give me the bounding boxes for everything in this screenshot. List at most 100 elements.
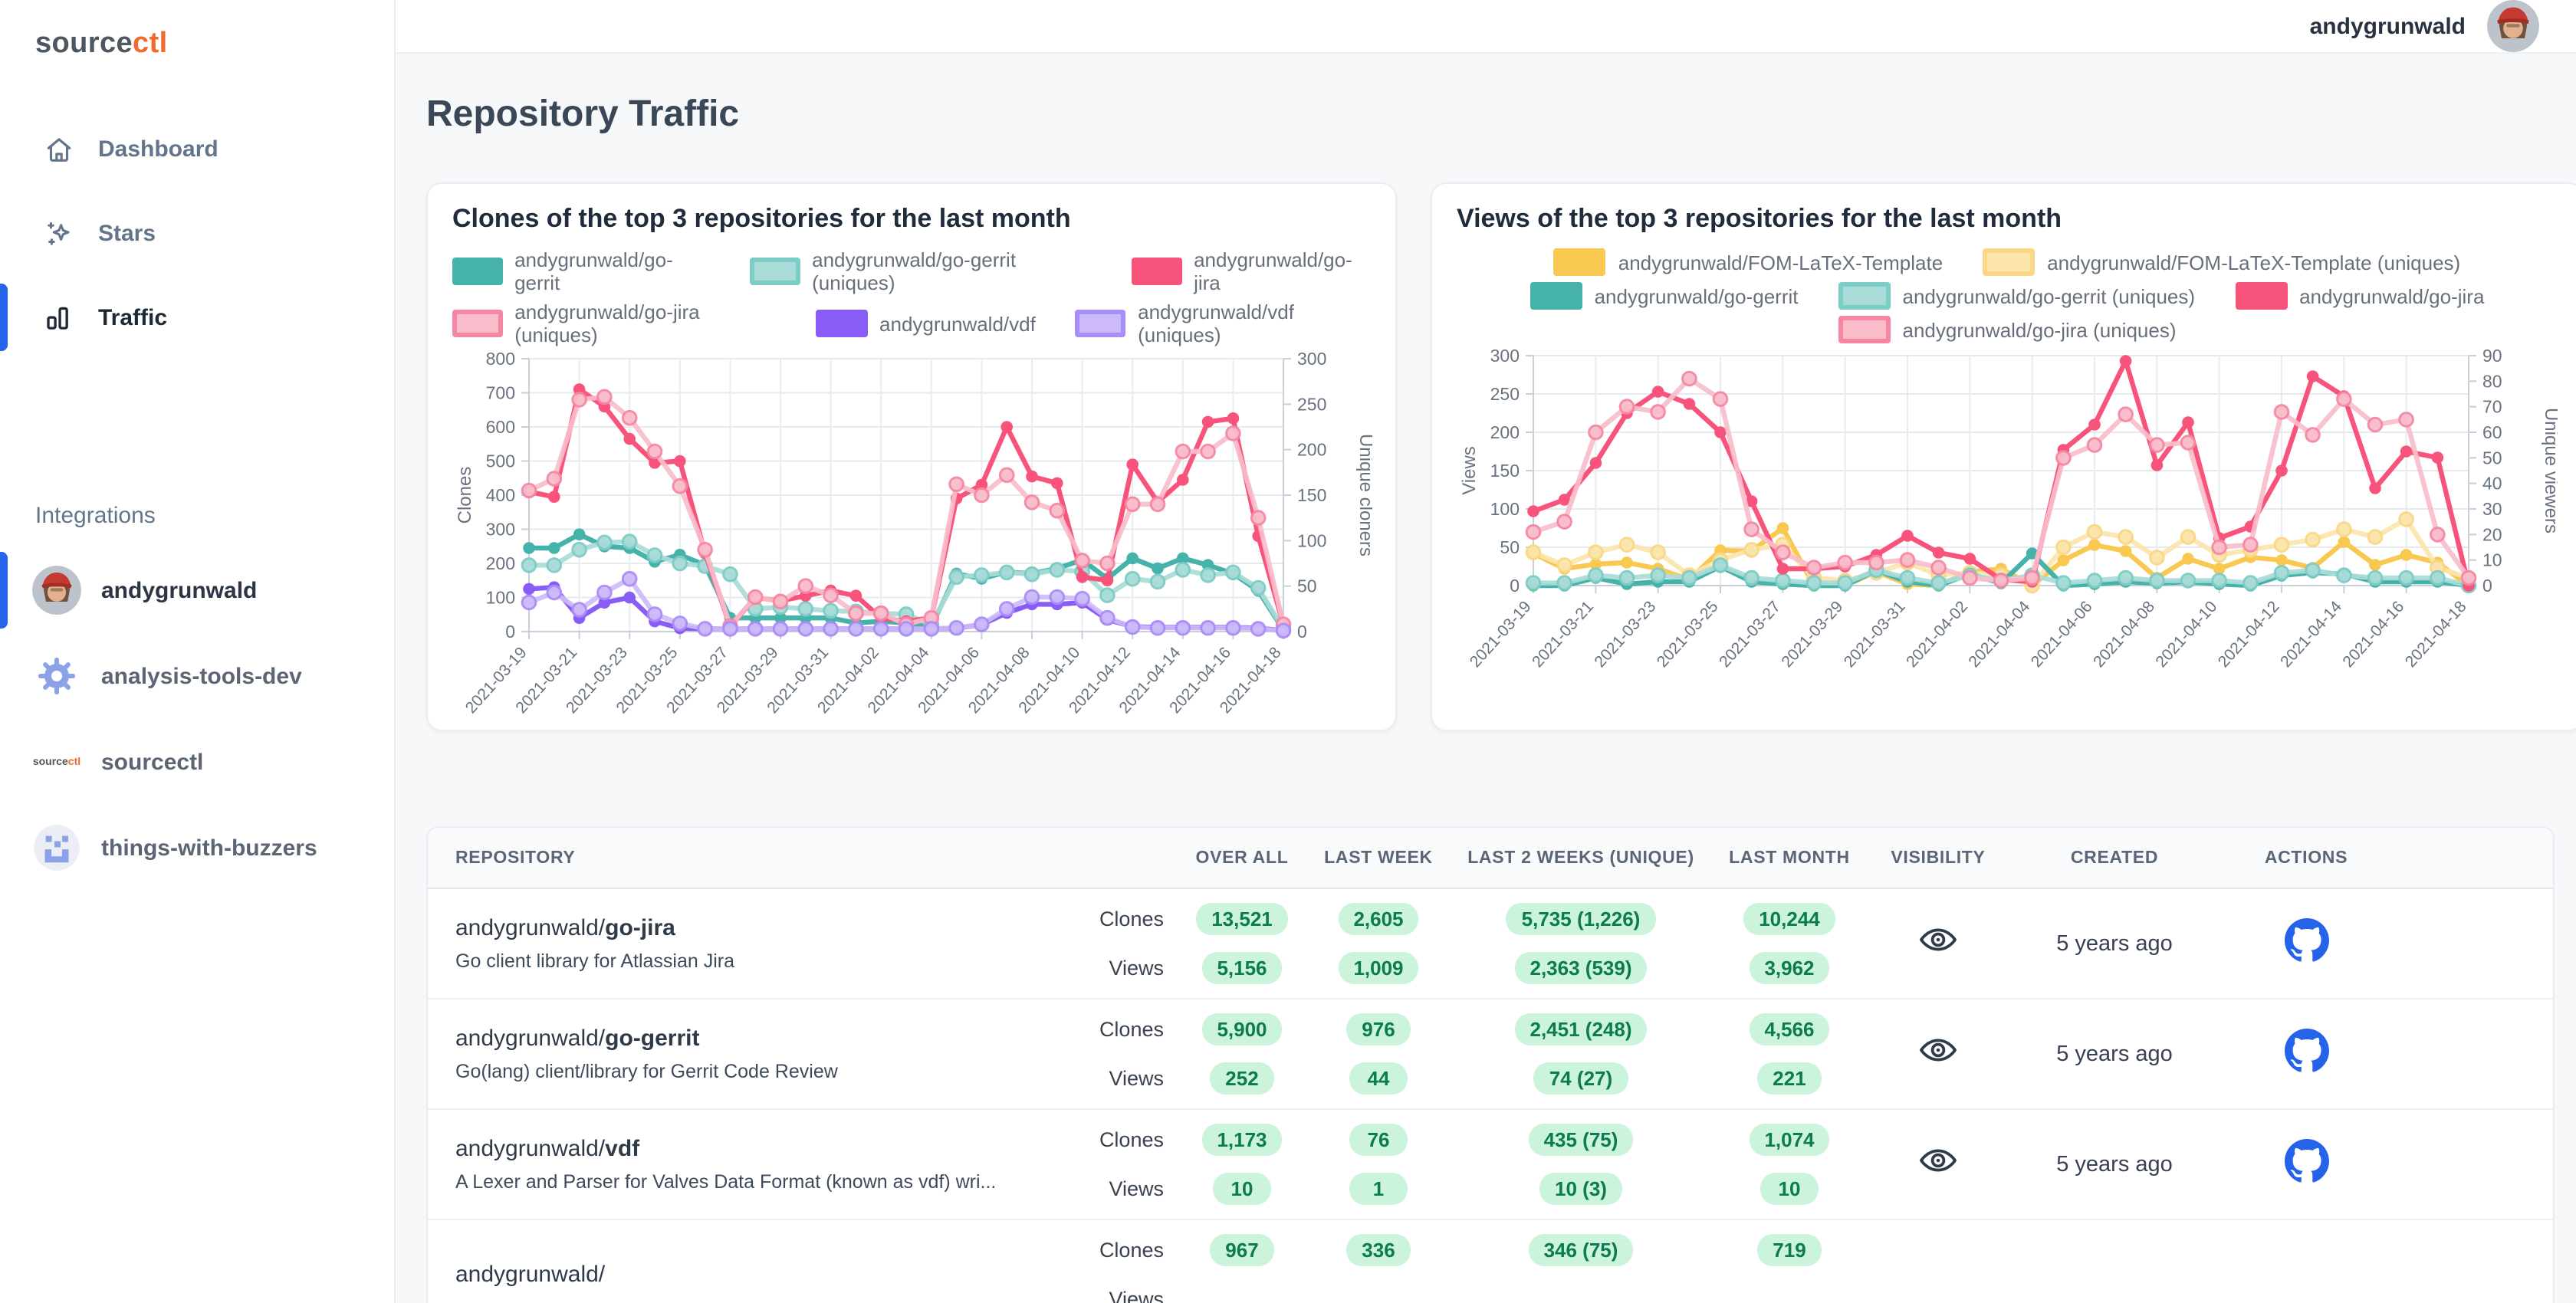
- integrations-heading: Integrations: [35, 503, 156, 529]
- legend-item[interactable]: andygrunwald/vdf (uniques): [1075, 300, 1371, 346]
- stat-pill: 74 (27): [1533, 1062, 1628, 1095]
- repo-cell: andygrunwald/vdf A Lexer and Parser for V…: [428, 1136, 1020, 1193]
- svg-text:2021-03-31: 2021-03-31: [1841, 598, 1909, 671]
- table-header-row: REPOSITORY OVER ALL LAST WEEK LAST 2 WEEKS …: [428, 828, 2553, 889]
- eye-icon[interactable]: [1918, 1030, 1958, 1078]
- repo-name[interactable]: andygrunwald/go-jira: [455, 915, 675, 941]
- svg-text:0: 0: [2482, 576, 2492, 596]
- legend-label: andygrunwald/go-gerrit (uniques): [1902, 284, 2196, 307]
- last-month-cell: 719: [1710, 1234, 1869, 1303]
- svg-text:2021-04-14: 2021-04-14: [2277, 598, 2345, 671]
- column-header: LAST WEEK: [1324, 848, 1433, 867]
- stat-pill: 10 (3): [1539, 1173, 1622, 1205]
- integration-item-things-with-buzzers[interactable]: things-with-buzzers: [0, 805, 394, 891]
- github-icon[interactable]: [2284, 917, 2328, 970]
- repo-name[interactable]: andygrunwald/vdf: [455, 1136, 640, 1162]
- svg-text:90: 90: [2482, 346, 2502, 366]
- stat-pill: 5,900: [1201, 1013, 1283, 1045]
- legend-item[interactable]: andygrunwald/go-gerrit (uniques): [749, 248, 1092, 294]
- last-2-weeks-cell: 2,451 (248) 74 (27): [1452, 1013, 1710, 1095]
- svg-text:0: 0: [1510, 576, 1520, 596]
- views-chart-title: Views of the top 3 repositories for the …: [1457, 204, 2062, 233]
- created-cell: 5 years ago: [2056, 1042, 2173, 1066]
- logo-part-ctl: ctl: [133, 28, 168, 60]
- actions-cell: [2222, 917, 2390, 970]
- created-cell: 5 years ago: [2056, 1152, 2173, 1177]
- sidebar-item-traffic[interactable]: Traffic: [0, 279, 394, 356]
- svg-text:2021-04-02: 2021-04-02: [1903, 598, 1971, 671]
- app-logo[interactable]: sourcectl: [0, 0, 394, 61]
- repo-cell: andygrunwald/: [428, 1262, 1020, 1288]
- column-header: CREATED: [2070, 848, 2159, 867]
- svg-text:Unique viewers: Unique viewers: [2541, 408, 2558, 533]
- legend-item[interactable]: andygrunwald/FOM-LaTeX-Template: [1553, 248, 1943, 276]
- table-row: andygrunwald/go-gerrit Go(lang) client/li…: [428, 999, 2553, 1110]
- last-month-cell: 10,244 3,962: [1710, 903, 1869, 984]
- table-row: andygrunwald/go-jira Go client library fo…: [428, 889, 2553, 999]
- repo-name[interactable]: andygrunwald/: [455, 1262, 606, 1288]
- legend-item[interactable]: andygrunwald/go-jira (uniques): [452, 300, 775, 346]
- table-row: andygrunwald/Clones Views 967 336 346 (75) 71…: [428, 1220, 2553, 1303]
- metric-label-views: Views: [1109, 1288, 1164, 1303]
- svg-text:70: 70: [2482, 397, 2502, 417]
- svg-text:300: 300: [1297, 349, 1326, 369]
- repo-name[interactable]: andygrunwald/go-gerrit: [455, 1026, 700, 1052]
- metric-label-clones: Clones: [1099, 1239, 1164, 1262]
- legend-label: andygrunwald/go-gerrit: [1594, 284, 1799, 307]
- legend-item[interactable]: andygrunwald/go-jira: [1132, 248, 1371, 294]
- avatar: [32, 566, 81, 615]
- github-icon[interactable]: [2284, 1138, 2328, 1190]
- clones-line-chart[interactable]: 0 100 200 300 400 500 600 700 800 0 50 100 150 200 250…: [452, 346, 1376, 737]
- views-chart-legend: andygrunwald/FOM-LaTeX-Template andygrunw…: [1457, 248, 2558, 343]
- last-week-cell: 76 1: [1305, 1124, 1452, 1205]
- svg-text:Views: Views: [1459, 446, 1480, 495]
- legend-item[interactable]: andygrunwald/go-gerrit: [1530, 282, 1799, 310]
- legend-item[interactable]: andygrunwald/go-gerrit (uniques): [1838, 282, 2196, 310]
- github-icon[interactable]: [2284, 1028, 2328, 1080]
- svg-text:50: 50: [1297, 576, 1317, 596]
- table-body: andygrunwald/go-jira Go client library fo…: [428, 889, 2553, 1303]
- legend-label: andygrunwald/go-jira: [2299, 284, 2485, 307]
- topbar-username[interactable]: andygrunwald: [2309, 13, 2466, 39]
- integration-item-analysis-tools-dev[interactable]: analysis-tools-dev: [0, 633, 394, 719]
- sidebar-item-stars[interactable]: Stars: [0, 195, 394, 271]
- bar-chart-icon: [43, 301, 75, 333]
- views-line-chart[interactable]: 0 50 100 150 200 250 300 0 10 20 30 40 50 60 70 80 90 202…: [1457, 343, 2561, 691]
- stat-pill: 10,244: [1743, 903, 1835, 935]
- sidebar-item-dashboard[interactable]: Dashboard: [0, 110, 394, 187]
- repo-description: A Lexer and Parser for Valves Data Forma…: [455, 1171, 997, 1193]
- svg-text:0: 0: [505, 622, 515, 642]
- stat-pill: 13,521: [1196, 903, 1288, 935]
- column-header: OVER ALL: [1195, 848, 1289, 867]
- legend-swatch: [1132, 258, 1182, 285]
- legend-item[interactable]: andygrunwald/vdf: [815, 300, 1036, 346]
- sourcectl-logo: sourcectl: [32, 757, 81, 767]
- eye-icon[interactable]: [1918, 1141, 1958, 1188]
- repository-table-card: REPOSITORY OVER ALL LAST WEEK LAST 2 WEEKS …: [426, 826, 2555, 1303]
- svg-text:2021-04-12: 2021-04-12: [2215, 598, 2283, 671]
- svg-text:2021-04-06: 2021-04-06: [2028, 598, 2096, 671]
- legend-item[interactable]: andygrunwald/go-jira (uniques): [1838, 316, 2177, 343]
- legend-item[interactable]: andygrunwald/FOM-LaTeX-Template (uniques…: [1983, 248, 2460, 276]
- svg-text:200: 200: [1297, 440, 1326, 460]
- legend-item[interactable]: andygrunwald/go-gerrit: [452, 248, 710, 294]
- eye-icon[interactable]: [1918, 920, 1958, 967]
- svg-text:20: 20: [2482, 524, 2502, 544]
- page-title: Repository Traffic: [426, 94, 740, 135]
- svg-text:800: 800: [486, 349, 515, 369]
- legend-item[interactable]: andygrunwald/go-jira: [2235, 282, 2484, 310]
- legend-label: andygrunwald/go-gerrit (uniques): [812, 248, 1017, 294]
- svg-text:2021-03-19: 2021-03-19: [1467, 598, 1535, 671]
- repo-cell: andygrunwald/go-jira Go client library fo…: [428, 915, 1020, 972]
- svg-text:2021-04-18: 2021-04-18: [2402, 598, 2470, 671]
- metric-label-clones: Clones: [1099, 1128, 1164, 1151]
- metric-labels: Clones Views: [1020, 1124, 1179, 1205]
- integration-item-label: things-with-buzzers: [101, 835, 317, 861]
- svg-text:100: 100: [1490, 499, 1520, 519]
- sidebar-item-label: Dashboard: [98, 136, 219, 162]
- user-avatar[interactable]: [2487, 0, 2539, 52]
- integration-item-sourcectl[interactable]: sourcectl sourcectl: [0, 719, 394, 805]
- svg-text:2021-04-08: 2021-04-08: [2090, 598, 2158, 671]
- integration-item-andygrunwald[interactable]: andygrunwald: [0, 547, 394, 633]
